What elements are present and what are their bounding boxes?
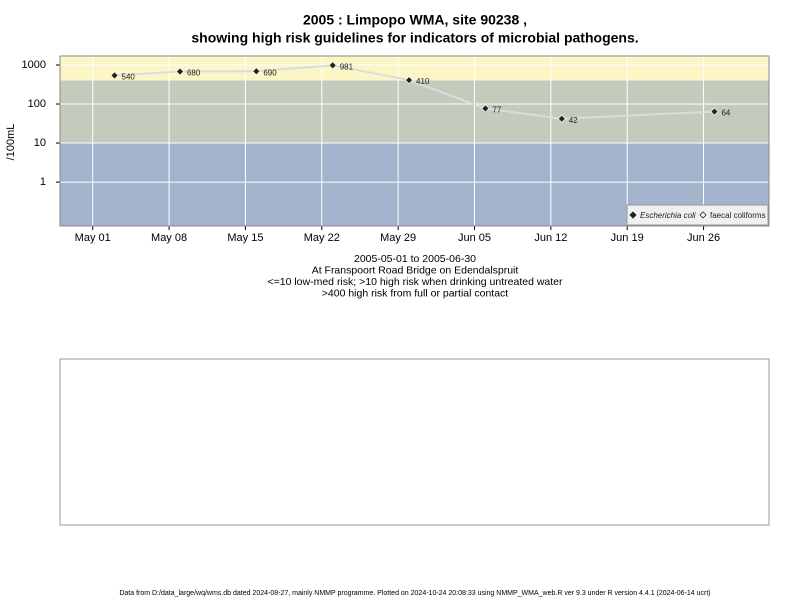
data-point (252, 67, 261, 76)
data-point (557, 114, 566, 123)
data-point (710, 107, 719, 116)
x-tick-label: May 01 (75, 232, 111, 244)
data-label: 42 (569, 116, 578, 125)
y-tick-label: 10 (34, 137, 46, 149)
series-line (114, 64, 715, 120)
legend: Escherichia coli faecal coliforms (626, 204, 769, 226)
plot-frame (59, 55, 770, 227)
legend-swatch (629, 211, 637, 219)
empty-panel (59, 358, 770, 526)
legend-swatch (699, 211, 707, 219)
chart-title: 2005 : Limpopo WMA, site 90238 , (303, 12, 527, 28)
x-tick-label: Jun 12 (534, 232, 567, 244)
data-point (481, 104, 490, 113)
x-tick-label: May 22 (304, 232, 340, 244)
x-tick-label: May 08 (151, 232, 187, 244)
data-label: 64 (721, 109, 730, 118)
y-tick-label: 1000 (22, 59, 46, 71)
x-tick-label: Jun 05 (458, 232, 491, 244)
data-point (328, 61, 337, 70)
x-tick-label: Jun 26 (687, 232, 720, 244)
x-tick-label: May 29 (380, 232, 416, 244)
footer: Data from D:/data_large/wq/wms.db dated … (119, 590, 710, 597)
x-tick-label: May 15 (227, 232, 263, 244)
data-label: 690 (263, 68, 277, 77)
data-label: 680 (187, 69, 201, 78)
chart-subtitle: showing high risk guidelines for indicat… (191, 30, 638, 46)
data-label: 77 (492, 106, 501, 115)
legend-label: faecal coliforms (710, 211, 766, 220)
data-point (405, 76, 413, 85)
data-label: 410 (416, 77, 430, 86)
legend-label: Escherichia coli (640, 211, 696, 220)
data-label: 981 (340, 62, 354, 71)
note: At Franspoort Road Bridge on Edendalspru… (312, 264, 519, 276)
x-tick-label: Jun 19 (611, 232, 644, 244)
guideline-band (60, 56, 769, 81)
legend-box (626, 204, 769, 226)
guideline-band (60, 80, 769, 144)
note: <=10 low-med risk; >10 high risk when dr… (267, 276, 563, 288)
note: 2005-05-01 to 2005-06-30 (354, 253, 476, 265)
data-point (110, 71, 119, 80)
y-tick-label: 100 (28, 98, 46, 110)
y-axis-label: /100mL (5, 124, 17, 161)
note: >400 high risk from full or partial cont… (322, 287, 509, 299)
data-point (176, 67, 184, 76)
y-tick-label: 1 (40, 176, 46, 188)
data-label: 540 (122, 73, 136, 82)
